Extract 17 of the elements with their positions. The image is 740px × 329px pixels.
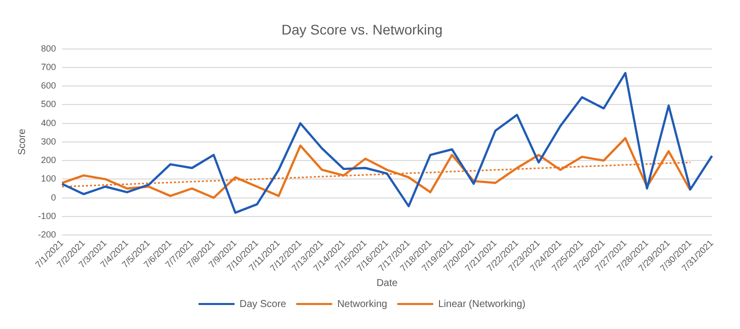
y-tick-label: 600	[40, 80, 56, 91]
y-tick-label: -100	[38, 210, 56, 221]
y-tick-label: 0	[51, 192, 56, 202]
y-tick-label: 200	[40, 155, 56, 166]
chart-title: Day Score vs. Networking	[281, 21, 443, 38]
y-axis-title: Score	[16, 128, 28, 155]
legend-label: Day Score	[240, 298, 287, 310]
y-tick-label: 800	[40, 43, 56, 54]
y-tick-label: 100	[40, 174, 56, 184]
legend-label: Linear (Networking)	[438, 298, 526, 310]
y-tick-label: 500	[40, 99, 56, 110]
legend-label: Networking	[337, 298, 388, 310]
y-tick-label: 700	[40, 62, 56, 72]
y-tick-label: 400	[40, 118, 56, 128]
y-tick-label: -200	[38, 230, 56, 240]
x-axis-title: Date	[376, 278, 398, 289]
y-tick-label: 300	[40, 136, 56, 146]
